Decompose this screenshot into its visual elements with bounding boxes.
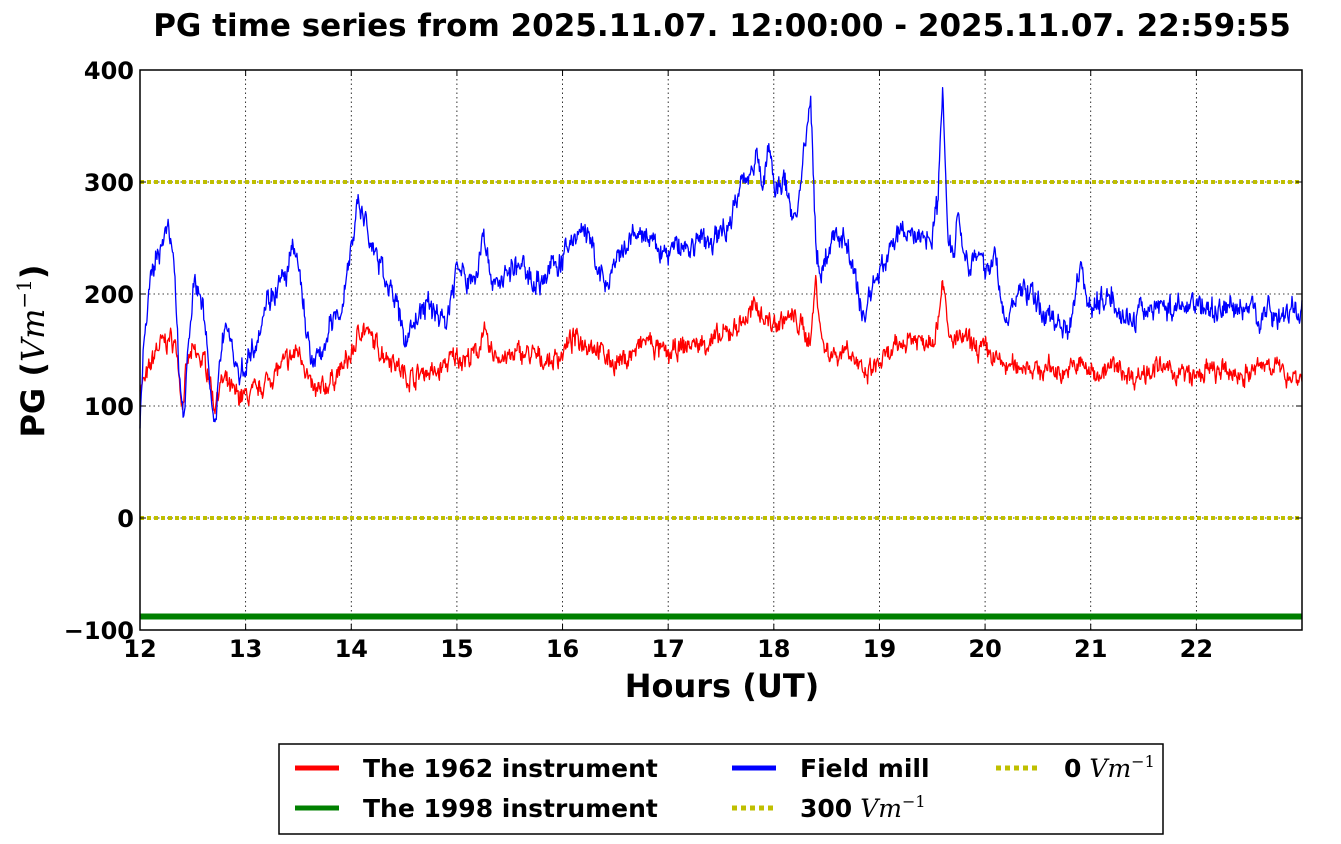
series-line-1962-instrument xyxy=(139,274,1303,415)
x-tick-label: 17 xyxy=(651,635,684,663)
x-tick-label: 22 xyxy=(1180,635,1213,663)
y-axis-label-unit: Vm xyxy=(14,309,52,362)
legend-frame xyxy=(278,743,1164,835)
chart-title: PG time series from 2025.11.07. 12:00:00… xyxy=(153,8,1291,44)
y-axis-label: PG (Vm−1) xyxy=(12,264,52,437)
y-tick-label: 100 xyxy=(84,393,134,421)
legend-label-name: 0 xyxy=(1064,754,1081,783)
legend-label-unit: Vm xyxy=(1089,754,1131,783)
y-axis-label-prefix: PG ( xyxy=(14,362,52,437)
data-series xyxy=(139,87,1303,620)
x-tick-label: 13 xyxy=(229,635,262,663)
legend: The 1962 instrument The 1998 instrument Fi… xyxy=(278,743,1164,835)
y-tick-label: −100 xyxy=(64,617,134,645)
series-line-field-mill xyxy=(139,87,1303,429)
x-axis-label: Hours (UT) xyxy=(625,667,820,705)
x-tick-label: 18 xyxy=(757,635,790,663)
plot-frame xyxy=(139,69,1303,631)
y-tick-label: 300 xyxy=(84,169,134,197)
legend-label: 300 Vm−1 xyxy=(800,792,926,823)
legend-label: Field mill xyxy=(800,754,930,783)
x-tick-label: 16 xyxy=(546,635,579,663)
x-tick-label: 15 xyxy=(440,635,473,663)
legend-label: The 1998 instrument xyxy=(363,794,658,823)
x-axis-ticks: 12 13 14 15 16 17 18 19 20 21 22 xyxy=(123,70,1213,663)
legend-label-exponent: −1 xyxy=(902,792,926,811)
x-tick-label: 21 xyxy=(1074,635,1107,663)
legend-label: The 1962 instrument xyxy=(363,754,658,783)
y-tick-label: 200 xyxy=(84,281,134,309)
legend-label-name: The 1962 instrument xyxy=(363,754,658,783)
y-tick-label: 400 xyxy=(84,57,134,85)
x-tick-label: 12 xyxy=(123,635,156,663)
x-tick-label: 14 xyxy=(335,635,368,663)
legend-label-name: The 1998 instrument xyxy=(363,794,658,823)
legend-label-unit: Vm xyxy=(860,794,902,823)
y-axis-label-suffix: ) xyxy=(14,264,52,279)
grid-lines xyxy=(140,70,1302,630)
y-axis-ticks: −100 0 100 200 300 400 xyxy=(64,57,1302,645)
x-tick-label: 19 xyxy=(863,635,896,663)
legend-label-name: 300 xyxy=(800,794,852,823)
x-tick-label: 20 xyxy=(968,635,1001,663)
reference-lines xyxy=(140,180,1302,520)
legend-label-exponent: −1 xyxy=(1131,752,1155,771)
legend-label: 0 Vm−1 xyxy=(1064,752,1155,783)
y-axis-label-exponent: −1 xyxy=(12,279,36,308)
y-tick-label: 0 xyxy=(117,505,134,533)
legend-label-name: Field mill xyxy=(800,754,930,783)
